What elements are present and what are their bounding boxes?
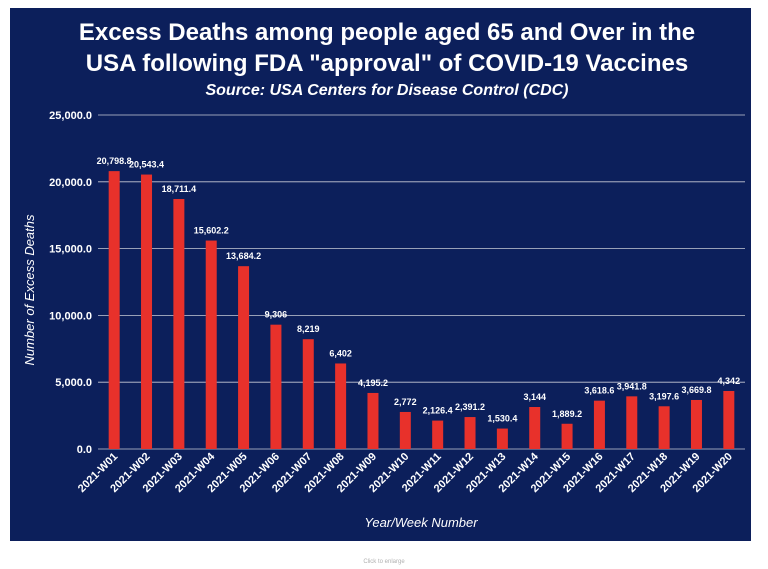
bar-chart: Excess Deaths among people aged 65 and O… (22, 19, 745, 530)
data-label: 1,530.4 (487, 414, 517, 424)
y-tick-label: 20,000.0 (49, 177, 92, 189)
data-label: 2,126.4 (423, 406, 453, 416)
data-labels: 20,798.820,543.4 18,711.4 15,602.2 13,684.2… (97, 156, 740, 423)
y-axis-ticks: 0.0 5,000.0 10,000.0 15,000.0 20,000.0 25,000… (49, 110, 92, 456)
bar (367, 392, 379, 449)
gridlines (98, 114, 745, 450)
data-label: 9,306 (265, 310, 288, 320)
data-label: 18,711.4 (162, 184, 197, 194)
chart-title-line-2: USA following FDA "approval" of COVID-19… (86, 50, 688, 77)
bar (529, 406, 541, 449)
bar (626, 396, 638, 449)
data-label: 2,391.2 (455, 402, 485, 412)
y-tick-label: 15,000.0 (49, 244, 92, 256)
bar (173, 199, 185, 449)
bar (335, 363, 347, 449)
bar (238, 266, 250, 449)
bars (108, 171, 735, 450)
bar (658, 406, 670, 449)
data-label: 3,669.8 (681, 385, 711, 395)
chart-panel: Excess Deaths among people aged 65 and O… (10, 8, 751, 541)
data-label: 20,543.4 (129, 160, 164, 170)
y-tick-label: 25,000.0 (49, 110, 92, 122)
bar (496, 428, 508, 449)
y-tick-label: 10,000.0 (49, 310, 92, 322)
data-label: 2,772 (394, 397, 417, 407)
bar (464, 417, 476, 449)
footer-caption: Click to enlarge (363, 559, 405, 565)
bar (723, 390, 735, 449)
data-label: 15,602.2 (194, 226, 229, 236)
y-tick-label: 0.0 (77, 444, 92, 456)
data-label: 13,684.2 (226, 251, 261, 261)
data-label: 1,889.2 (552, 409, 582, 419)
bar (399, 411, 411, 449)
bar (593, 400, 605, 449)
data-label: 3,941.8 (617, 381, 647, 391)
bar (302, 339, 314, 449)
x-axis-ticks: 2021-W012021-W022021-W032021-W042021-W05… (76, 450, 735, 495)
data-label: 4,342 (718, 376, 741, 386)
chart-subtitle: Source: USA Centers for Disease Control … (205, 82, 568, 99)
y-axis-label: Number of Excess Deaths (22, 214, 37, 366)
bar (690, 399, 702, 449)
data-label: 4,195.2 (358, 378, 388, 388)
data-label: 20,798.8 (97, 156, 132, 166)
data-label: 3,144 (523, 392, 546, 402)
bar (270, 324, 282, 449)
y-tick-label: 5,000.0 (55, 377, 92, 389)
chart-title-line-1: Excess Deaths among people aged 65 and O… (79, 19, 695, 46)
bar (205, 240, 217, 449)
data-label: 8,219 (297, 324, 320, 334)
x-axis-label: Year/Week Number (364, 515, 478, 530)
bar (108, 171, 120, 449)
bar (561, 423, 573, 449)
bar (432, 420, 444, 449)
data-label: 3,197.6 (649, 391, 679, 401)
data-label: 6,402 (329, 348, 352, 358)
data-label: 3,618.6 (584, 386, 614, 396)
bar (141, 174, 153, 450)
